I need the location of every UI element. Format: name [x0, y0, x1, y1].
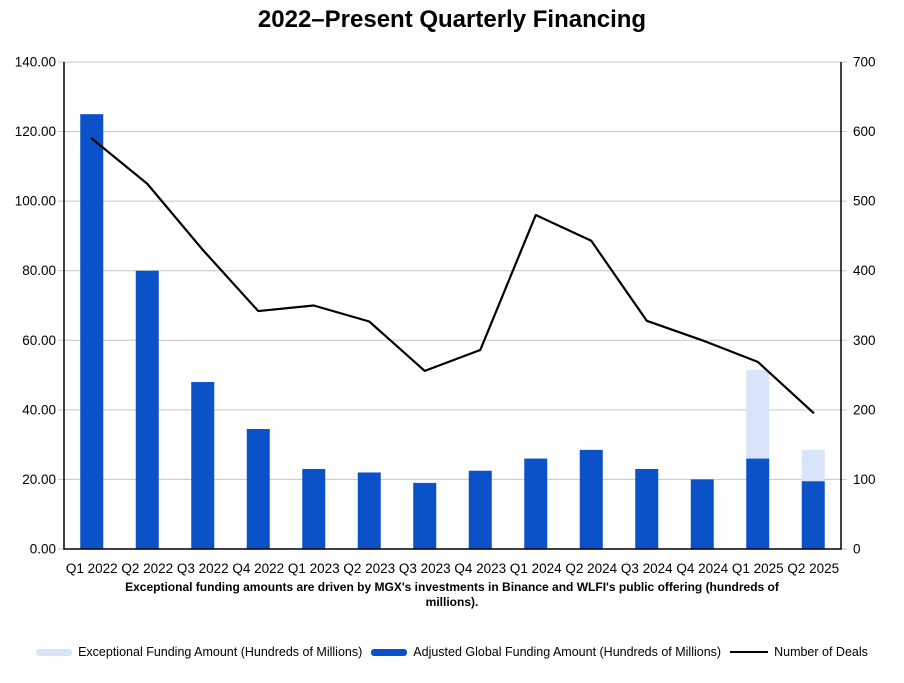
bar-adjusted-funding: [524, 458, 548, 549]
footnote-line-2: millions).: [425, 595, 479, 609]
right-axis-tick-label: 0: [853, 542, 861, 557]
right-axis-tick-label: 700: [853, 55, 876, 70]
legend-item-adjusted-funding: Adjusted Global Funding Amount (Hundreds…: [371, 645, 721, 659]
left-axis-tick-label: 40.00: [22, 402, 56, 417]
right-axis-tick-label: 200: [853, 402, 876, 417]
x-axis-label: Q3 2023: [399, 561, 451, 576]
left-axis-tick-label: 20.00: [22, 472, 56, 487]
x-axis-label: Q2 2023: [343, 561, 395, 576]
x-axis-label: Q2 2025: [787, 561, 839, 576]
legend-label-adjusted-funding: Adjusted Global Funding Amount (Hundreds…: [413, 645, 722, 659]
left-axis-tick-label: 0.00: [30, 542, 56, 557]
left-axis-tick-label: 60.00: [22, 333, 56, 348]
bar-adjusted-funding: [246, 428, 270, 549]
bar-adjusted-funding: [191, 382, 215, 549]
legend-label-exceptional-funding: Exceptional Funding Amount (Hundreds of …: [78, 645, 363, 659]
bar-adjusted-funding: [302, 468, 326, 549]
bar-adjusted-funding: [468, 470, 492, 549]
bar-adjusted-funding: [135, 270, 159, 549]
x-axis-label: Q1 2025: [732, 561, 784, 576]
legend-label-number-of-deals: Number of Deals: [774, 645, 868, 659]
x-axis-label: Q1 2022: [66, 561, 118, 576]
bar-exceptional-funding: [746, 369, 770, 459]
footnote-line-1: Exceptional funding amounts are driven b…: [125, 580, 779, 594]
left-axis-tick-label: 120.00: [15, 124, 56, 139]
bar-adjusted-funding: [690, 479, 714, 549]
x-axis-label: Q4 2022: [232, 561, 284, 576]
legend-item-exceptional-funding: Exceptional Funding Amount (Hundreds of …: [36, 645, 362, 659]
x-axis-label: Q2 2022: [121, 561, 173, 576]
chart-legend: Exceptional Funding Amount (Hundreds of …: [0, 643, 904, 661]
number-of-deals-line-swatch-icon: [730, 650, 769, 654]
x-axis-label: Q3 2022: [177, 561, 229, 576]
bar-adjusted-funding: [635, 468, 659, 549]
left-axis-tick-label: 80.00: [22, 263, 56, 278]
right-axis-tick-label: 500: [853, 194, 876, 209]
bar-adjusted-funding: [357, 472, 381, 549]
bar-adjusted-funding: [80, 114, 104, 549]
number-of-deals-line: [90, 137, 815, 414]
x-axis-label: Q1 2024: [510, 561, 562, 576]
left-axis-tick-label: 100.00: [15, 194, 56, 209]
x-axis-label: Q4 2024: [676, 561, 728, 576]
x-axis-label: Q4 2023: [454, 561, 506, 576]
adjusted-funding-swatch-icon: [371, 648, 408, 656]
x-axis-label: Q1 2023: [288, 561, 340, 576]
bar-exceptional-funding: [801, 449, 825, 482]
right-axis-tick-label: 300: [853, 333, 876, 348]
legend-item-number-of-deals: Number of Deals: [730, 645, 868, 659]
exceptional-funding-swatch-icon: [36, 648, 73, 656]
right-axis-tick-label: 400: [853, 263, 876, 278]
right-axis-tick-label: 100: [853, 472, 876, 487]
left-axis-tick-label: 140.00: [15, 55, 56, 70]
bar-adjusted-funding: [746, 458, 770, 549]
chart-title: 2022–Present Quarterly Financing: [257, 6, 647, 33]
bar-adjusted-funding: [579, 449, 603, 549]
right-axis-tick-label: 600: [853, 124, 876, 139]
chart-footnote: Exceptional funding amounts are driven b…: [52, 580, 852, 610]
x-axis-label: Q2 2024: [565, 561, 617, 576]
x-axis-label: Q3 2024: [621, 561, 673, 576]
bar-adjusted-funding: [801, 481, 825, 549]
bar-adjusted-funding: [413, 482, 437, 549]
